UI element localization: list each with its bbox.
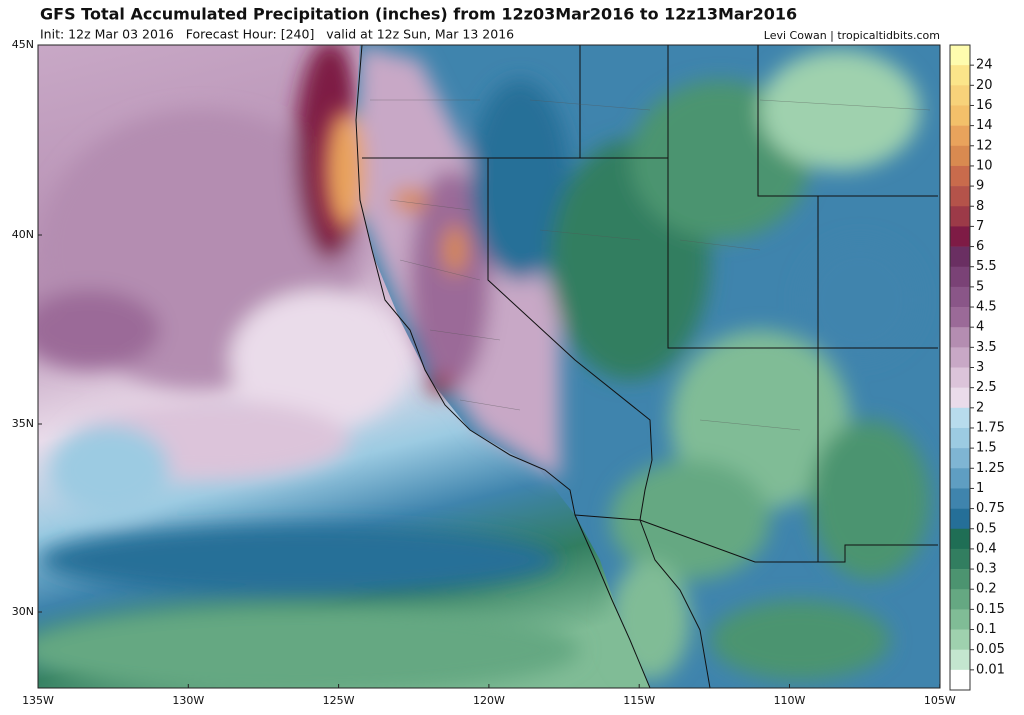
colorbar-swatch [950,186,970,207]
colorbar-swatch [950,65,970,86]
colorbar-swatch [950,367,970,388]
colorbar-swatch [950,609,970,630]
colorbar-label: 2.5 [976,380,997,395]
colorbar-label: 0.15 [976,602,1005,617]
colorbar-label: 0.1 [976,622,997,637]
colorbar-swatch [950,669,970,691]
colorbar-label: 7 [976,219,984,234]
lon-label: 115W [623,694,655,707]
colorbar-label: 0.3 [976,562,997,577]
colorbar-swatch [950,45,970,66]
title: GFS Total Accumulated Precipitation (inc… [40,5,797,24]
colorbar-swatch [950,327,970,348]
lon-label: 130W [172,694,204,707]
colorbar-swatch [950,589,970,610]
colorbar-label: 5 [976,279,984,294]
map-field [38,45,940,688]
colorbar-label: 24 [976,58,993,73]
lat-label: 40N [12,228,34,241]
colorbar-label: 3.5 [976,340,997,355]
lon-label: 125W [323,694,355,707]
colorbar-label: 14 [976,118,993,133]
colorbar-label: 0.01 [976,662,1005,677]
colorbar-label: 0.4 [976,541,997,556]
colorbar-swatch [950,145,970,167]
colorbar-label: 16 [976,98,993,113]
colorbar-label: 9 [976,179,984,194]
colorbar-swatch [950,548,970,570]
colorbar-label: 3 [976,360,984,375]
colorbar-label: 0.05 [976,642,1005,657]
colorbar-label: 0.75 [976,501,1005,516]
colorbar-label: 0.2 [976,582,997,597]
colorbar-label: 5.5 [976,259,997,274]
colorbar-label: 10 [976,158,993,173]
colorbar-label: 1 [976,481,984,496]
colorbar-swatch [950,286,970,308]
colorbar-swatch [950,165,970,187]
colorbar-label: 4 [976,320,984,335]
colorbar-swatch [950,266,970,288]
colorbar-swatch [950,528,970,550]
colorbar-swatch [950,427,970,449]
colorbar-swatch [950,508,970,530]
credit: Levi Cowan | tropicaltidbits.com [764,29,940,42]
colorbar-swatch [950,649,970,671]
colorbar-swatch [950,387,970,409]
colorbar-label: 2 [976,400,984,415]
lat-label: 35N [12,417,34,430]
lat-label: 45N [12,38,34,51]
colorbar-swatch [950,629,970,650]
colorbar-label: 4.5 [976,300,997,315]
colorbar-label: 8 [976,199,984,214]
lon-label: 135W [22,694,54,707]
lon-label: 105W [924,694,956,707]
colorbar-swatch [950,569,970,590]
colorbar-swatch [950,105,970,126]
colorbar-label: 1.25 [976,461,1005,476]
colorbar-swatch [950,246,970,268]
colorbar-swatch [950,468,970,489]
subtitle: Init: 12z Mar 03 2016 Forecast Hour: [24… [40,27,514,42]
colorbar-swatch [950,206,970,227]
colorbar-swatch [950,407,970,429]
colorbar-swatch [950,488,970,509]
colorbar-swatch [950,125,970,147]
colorbar-swatch [950,85,970,106]
colorbar-label: 6 [976,239,984,254]
colorbar-label: 20 [976,78,993,93]
colorbar-label: 1.5 [976,441,997,456]
colorbar-label: 12 [976,138,993,153]
lat-label: 30N [12,605,34,618]
colorbar-swatch [950,307,970,328]
lon-label: 110W [774,694,806,707]
colorbar-swatch [950,347,970,368]
colorbar-label: 1.75 [976,420,1005,435]
colorbar-label: 0.5 [976,521,997,536]
colorbar-swatch [950,226,970,247]
lon-label: 120W [473,694,505,707]
colorbar-swatch [950,448,970,469]
